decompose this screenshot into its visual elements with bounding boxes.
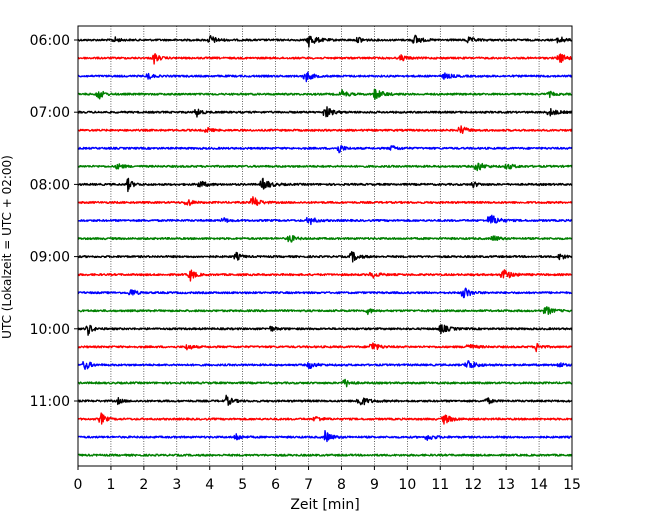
x-tick-label: 10 — [398, 477, 416, 493]
seismic-traces — [77, 34, 573, 457]
y-axis-ticks: 06:00 07:00 08:00 09:00 10:00 11:00 — [30, 33, 78, 410]
seismic-trace — [77, 235, 573, 243]
x-tick-label: 6 — [271, 477, 280, 493]
seismic-trace — [77, 251, 573, 263]
y-tick-label: 08:00 — [30, 177, 70, 193]
seismic-trace — [77, 71, 573, 83]
x-tick-label: 3 — [172, 477, 181, 493]
x-axis-ticks: 0 1 2 3 4 5 6 7 8 9 10 11 12 13 14 15 — [74, 466, 581, 493]
seismic-trace — [77, 269, 573, 282]
seismic-trace — [77, 324, 573, 336]
x-tick-label: 13 — [497, 477, 515, 493]
x-tick-label: 15 — [563, 477, 581, 493]
x-tick-label: 8 — [337, 477, 346, 493]
seismic-trace — [77, 88, 573, 100]
seismic-trace — [77, 394, 573, 406]
x-tick-label: 9 — [370, 477, 379, 493]
x-tick-label: 4 — [205, 477, 214, 493]
seismic-trace — [77, 53, 573, 65]
x-tick-label: 14 — [530, 477, 548, 493]
y-tick-label: 07:00 — [30, 105, 70, 121]
seismic-trace — [77, 378, 573, 388]
seismic-trace — [77, 34, 573, 48]
seismic-trace — [77, 306, 573, 316]
y-tick-label: 10:00 — [30, 322, 70, 338]
plot-background — [78, 26, 572, 466]
seismic-trace — [77, 412, 573, 425]
seismic-trace — [77, 214, 573, 226]
x-axis-label: Zeit [min] — [290, 497, 359, 513]
x-tick-label: 2 — [139, 477, 148, 493]
seismic-trace — [77, 429, 573, 443]
y-tick-label: 06:00 — [30, 33, 70, 49]
seismic-trace — [77, 145, 573, 154]
seismic-trace — [77, 196, 573, 207]
seismic-trace — [77, 342, 573, 353]
x-tick-label: 7 — [304, 477, 313, 493]
y-axis-label: UTC (Lokalzeit = UTC + 02:00) — [0, 155, 14, 339]
seismic-trace — [77, 360, 573, 371]
y-tick-label: 09:00 — [30, 250, 70, 266]
seismic-trace — [77, 453, 573, 457]
x-tick-label: 0 — [74, 477, 83, 493]
seismic-trace — [77, 287, 573, 299]
seismic-trace — [77, 106, 573, 118]
x-tick-label: 11 — [431, 477, 449, 493]
x-tick-label: 12 — [464, 477, 482, 493]
y-tick-label: 11:00 — [30, 394, 70, 410]
seismic-trace — [77, 162, 573, 172]
seismic-trace — [77, 125, 573, 135]
seismic-trace — [77, 177, 573, 193]
plot-frame — [77, 25, 573, 467]
x-tick-label: 5 — [238, 477, 247, 493]
x-tick-label: 1 — [106, 477, 115, 493]
